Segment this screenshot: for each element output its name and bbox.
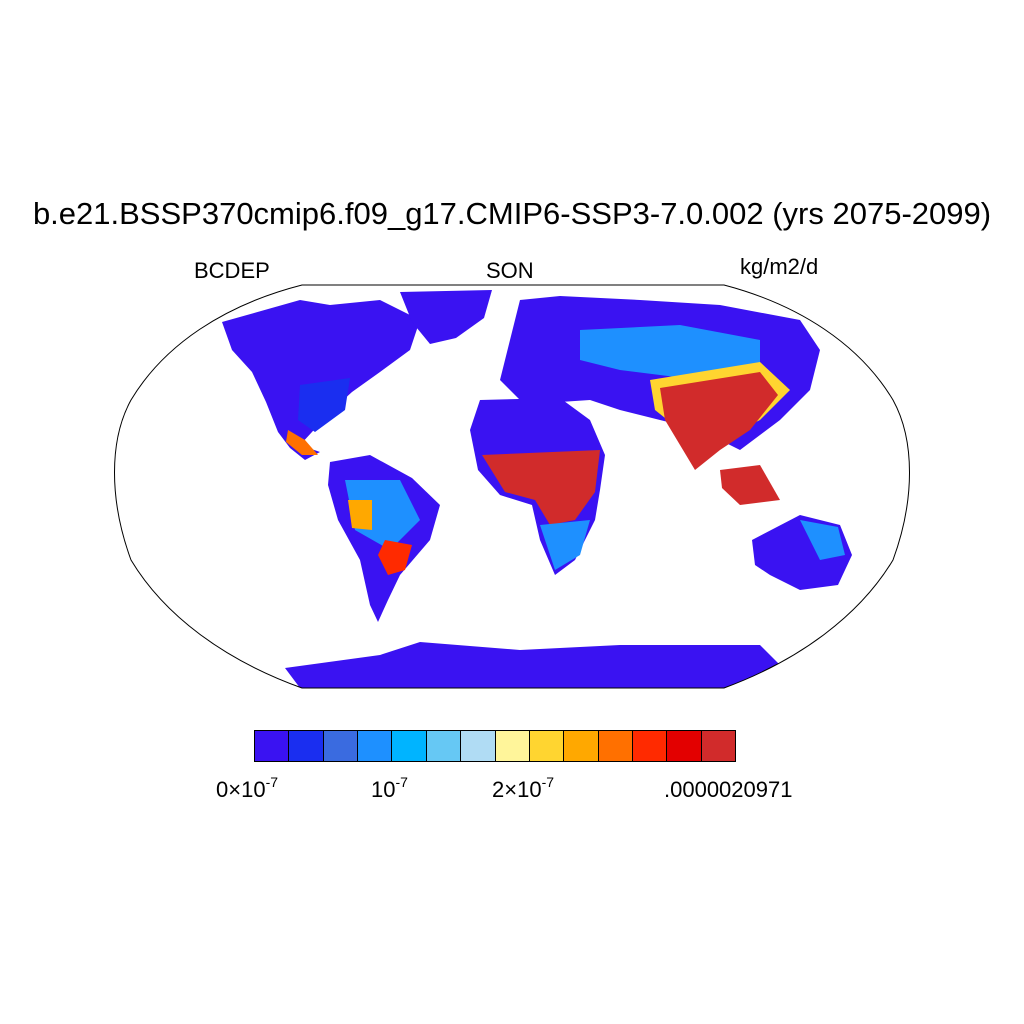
- north-america: [222, 300, 420, 460]
- colorbar-label-2: 2×10-7: [492, 774, 555, 802]
- antarctica: [285, 642, 780, 688]
- colorbar-swatch-7: [495, 731, 530, 761]
- colorbar-swatch-11: [632, 731, 668, 761]
- colorbar-swatch-10: [598, 731, 633, 761]
- colorbar-swatch-4: [392, 731, 427, 761]
- eastern-us: [298, 378, 350, 432]
- mexico-hotspot: [286, 430, 318, 455]
- colorbar-swatch-5: [426, 731, 462, 761]
- colorbar-swatch-12: [667, 731, 702, 761]
- australia-east: [800, 520, 845, 560]
- southern-africa: [540, 520, 590, 570]
- colorbar-swatch-1: [289, 731, 324, 761]
- plot-title: b.e21.BSSP370cmip6.f09_g17.CMIP6-SSP3-7.…: [32, 196, 992, 231]
- amazon-region: [345, 480, 420, 550]
- andes-hotspot: [348, 500, 372, 530]
- colorbar-label-3: .0000020971: [664, 777, 793, 802]
- colorbar-swatch-8: [529, 731, 565, 761]
- east-asia-hotspot: [660, 372, 778, 470]
- colorbar-swatch-3: [358, 731, 393, 761]
- central-asia: [580, 325, 760, 380]
- colorbar-label-1: 10-7: [371, 774, 408, 802]
- colorbar: [254, 730, 736, 762]
- colorbar-swatch-9: [564, 731, 599, 761]
- colorbar-swatch-2: [323, 731, 359, 761]
- colorbar-swatch-0: [255, 731, 290, 761]
- colorbar-label-0: 0×10-7: [216, 774, 279, 802]
- southeast-asia-hotspot: [720, 465, 780, 505]
- variable-label: BCDEP: [194, 258, 270, 283]
- colorbar-swatch-13: [701, 731, 736, 761]
- south-america-hotspot: [378, 540, 412, 575]
- map-outline: [114, 284, 910, 689]
- units-label: kg/m2/d: [740, 254, 819, 279]
- season-label: SON: [486, 258, 534, 283]
- colorbar-swatch-6: [461, 731, 496, 761]
- africa-hotspot: [482, 450, 600, 525]
- greenland: [400, 290, 492, 344]
